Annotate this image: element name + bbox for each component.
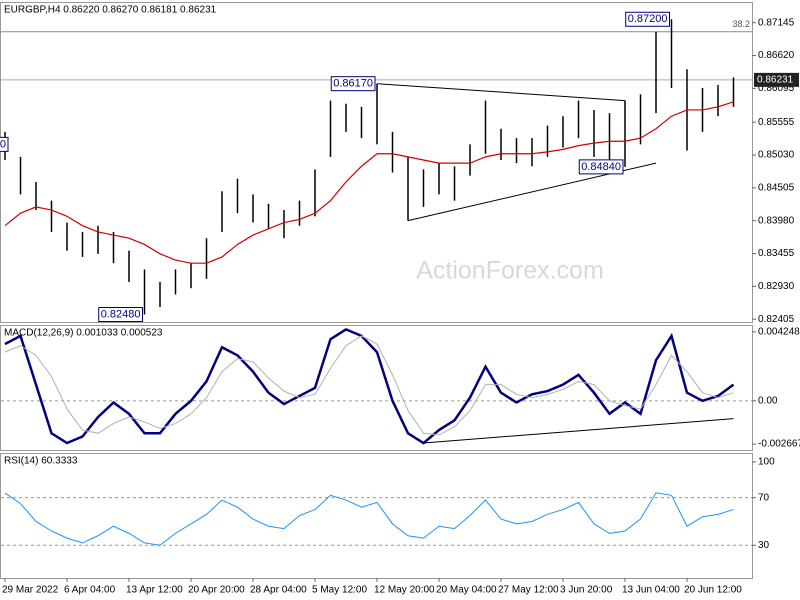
macd-header: MACD(12,26,9) 0.001033 0.000523	[4, 328, 163, 339]
y-tick-label: 0.86095	[758, 83, 795, 94]
y-tick-label: 70	[758, 492, 770, 503]
y-tick-label: 0.82405	[758, 314, 795, 325]
y-tick-label: 0.82930	[758, 281, 795, 292]
last-price-box	[754, 72, 799, 87]
price-panel	[0, 2, 753, 323]
watermark: ActionForex.com	[416, 257, 604, 285]
x-tick-label: 3 Jun 20:00	[560, 585, 613, 596]
indicator-line	[4, 335, 734, 436]
annotation-box	[0, 136, 9, 152]
x-tick-label: 12 May 20:00	[374, 585, 435, 596]
y-tick-label: -0.002667	[758, 439, 800, 450]
price-annotation: 0.84840	[581, 161, 621, 173]
annotation-box	[625, 11, 670, 27]
annotation-box	[330, 76, 376, 92]
trendline	[423, 418, 734, 444]
fib-label: 38.2	[732, 19, 750, 29]
y-tick-label: 0.83455	[758, 248, 795, 259]
trendline	[376, 83, 626, 102]
x-tick-label: 27 May 12:00	[498, 585, 559, 596]
indicator-line	[4, 492, 734, 546]
x-tick-label: 28 Apr 04:00	[250, 585, 307, 596]
price-header: EURGBP,H4 0.86220 0.86270 0.86181 0.8623…	[4, 5, 217, 16]
rsi-header: RSI(14) 60.3333	[4, 456, 78, 467]
y-tick-label: 0.83980	[758, 215, 795, 226]
indicator-line	[4, 101, 734, 264]
annotation-box	[578, 159, 624, 175]
price-annotation: 0	[0, 138, 6, 150]
y-tick-label: 0.00	[758, 395, 778, 406]
x-tick-label: 29 Mar 2022	[2, 585, 59, 596]
macd-panel	[0, 325, 753, 451]
x-tick-label: 20 May 04:00	[436, 585, 497, 596]
y-tick-label: 100	[758, 457, 775, 468]
price-annotation: 0.86170	[333, 78, 373, 90]
price-annotation: 0.82480	[101, 308, 141, 320]
x-tick-label: 5 May 12:00	[312, 585, 367, 596]
x-tick-label: 6 Apr 04:00	[64, 585, 116, 596]
y-tick-label: 0.84505	[758, 182, 795, 193]
y-tick-label: 0.86620	[758, 50, 795, 61]
y-tick-label: 30	[758, 540, 770, 551]
price-annotation: 0.87200	[628, 13, 668, 25]
x-tick-label: 20 Apr 20:00	[188, 585, 245, 596]
indicator-line	[4, 328, 735, 445]
x-tick-label: 13 Jun 04:00	[622, 585, 680, 596]
y-tick-label: 0.85030	[758, 150, 795, 161]
y-tick-label: 0.87145	[758, 17, 795, 28]
y-tick-label: 0.004248	[758, 327, 800, 338]
x-tick-label: 13 Apr 12:00	[126, 585, 183, 596]
last-price-label: 0.86231	[757, 75, 794, 86]
y-tick-label: 0.85555	[758, 117, 795, 128]
annotation-box	[98, 306, 143, 322]
x-tick-label: 20 Jun 12:00	[684, 585, 742, 596]
